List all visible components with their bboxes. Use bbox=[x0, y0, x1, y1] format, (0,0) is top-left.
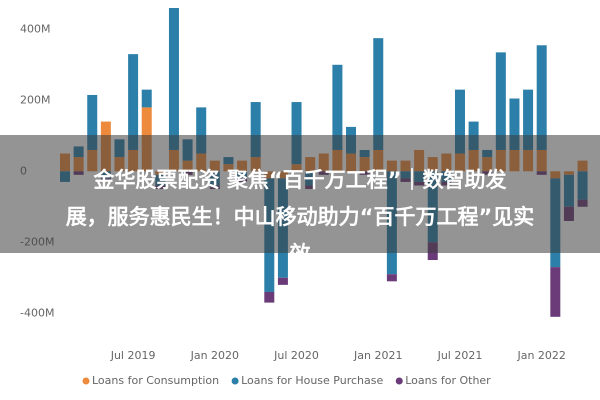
bar-segment bbox=[291, 102, 302, 165]
x-tick-label: Jan 2022 bbox=[516, 349, 565, 362]
bar-segment bbox=[386, 274, 397, 282]
bar-segment bbox=[141, 89, 152, 108]
legend-label: Loans for Other bbox=[405, 374, 491, 387]
bar-segment bbox=[128, 54, 139, 150]
x-tick-label: Jan 2021 bbox=[353, 349, 402, 362]
bar-segment bbox=[277, 277, 288, 285]
legend-marker bbox=[395, 377, 403, 385]
bar-segment bbox=[495, 52, 506, 150]
bar-segment bbox=[373, 38, 384, 150]
overlay-banner bbox=[0, 135, 600, 253]
bar-segment bbox=[550, 267, 561, 317]
legend-label: Loans for House Purchase bbox=[241, 374, 383, 387]
bar-segment bbox=[87, 94, 98, 150]
y-tick-label: 400M bbox=[20, 22, 51, 35]
bar-segment bbox=[536, 45, 547, 150]
overlay-text: 展，服务惠民生！中山移动助力“百千万工程”见实 bbox=[66, 205, 535, 229]
x-tick-label: Jan 2020 bbox=[190, 349, 239, 362]
y-tick-label: 200M bbox=[20, 93, 51, 106]
bar-segment bbox=[509, 98, 520, 150]
legend-marker bbox=[82, 377, 90, 385]
bar-segment bbox=[264, 291, 275, 303]
bar-segment bbox=[168, 8, 179, 150]
x-tick-label: Jul 2019 bbox=[110, 349, 156, 362]
bar-segment bbox=[523, 89, 534, 150]
bar-segment bbox=[250, 102, 261, 158]
x-tick-label: Jul 2021 bbox=[437, 349, 483, 362]
legend-label: Loans for Consumption bbox=[92, 374, 219, 387]
bar-segment bbox=[196, 107, 207, 154]
overlay-text: 效 bbox=[290, 242, 311, 266]
bar-segment bbox=[454, 89, 465, 154]
y-tick-label: -400M bbox=[20, 306, 54, 319]
overlay-text: 金华股票配资 聚焦“百千万工程”｜数智助发 bbox=[93, 168, 508, 192]
legend-marker bbox=[231, 377, 239, 385]
bar-segment bbox=[332, 64, 343, 150]
x-tick-label: Jul 2020 bbox=[273, 349, 319, 362]
